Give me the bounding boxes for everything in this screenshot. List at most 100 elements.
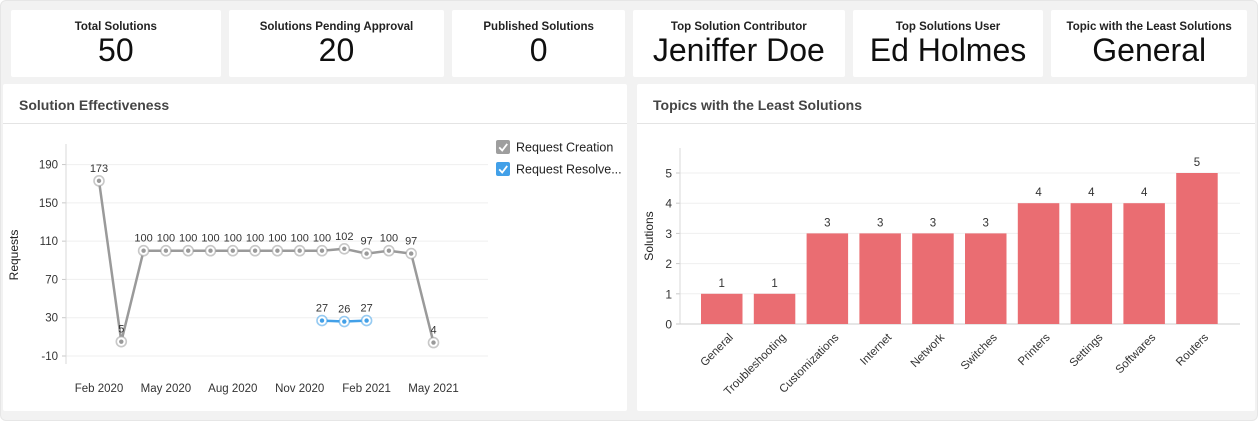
data-point-core	[275, 248, 280, 253]
panel-title: Solution Effectiveness	[19, 97, 170, 113]
kpi-value: Ed Holmes	[869, 32, 1027, 68]
kpi-card-published-solutions: Published Solutions 0	[452, 10, 626, 77]
data-point-core	[431, 340, 436, 345]
bar-switches[interactable]	[965, 233, 1007, 324]
data-label: 100	[201, 233, 219, 245]
y-tick-label: 5	[665, 167, 672, 181]
kpi-value: 50	[98, 32, 134, 68]
panel-solution-effectiveness: Solution Effectiveness 190 150 110 70 30 -10 R…	[3, 84, 627, 411]
x-tick-label: Feb 2020	[75, 383, 124, 395]
x-category-label: Printers	[1016, 331, 1053, 368]
kpi-value: 0	[529, 32, 548, 68]
bar-softwares[interactable]	[1123, 203, 1165, 324]
bar-routers[interactable]	[1176, 173, 1218, 324]
bar-value-label: 3	[930, 217, 936, 229]
y-axis-title: Requests	[7, 230, 21, 281]
x-tick-label: May 2021	[408, 383, 459, 395]
kpi-label: Published Solutions	[483, 21, 594, 33]
legend-label: Request Resolve...	[516, 163, 622, 177]
bar-settings[interactable]	[1070, 203, 1113, 324]
x-category-label: General	[698, 332, 735, 369]
kpi-value: 20	[318, 32, 355, 68]
y-tick-label: 30	[45, 313, 58, 325]
data-point-core	[230, 248, 235, 253]
data-point-core	[319, 318, 325, 323]
data-label: 26	[338, 304, 350, 316]
x-category-label: Routers	[1174, 331, 1211, 368]
y-tick-label: 1	[665, 287, 672, 301]
data-label: 102	[335, 231, 353, 243]
y-tick-label: 4	[665, 197, 672, 211]
data-label: 173	[90, 163, 108, 175]
bar-customizations[interactable]	[806, 233, 849, 324]
data-point-core	[386, 248, 392, 253]
legend-checkbox[interactable]	[496, 162, 510, 176]
data-point-core	[364, 318, 369, 323]
x-tick-label: Feb 2021	[342, 383, 391, 395]
x-tick-label: May 2020	[141, 383, 192, 395]
y-axis-title: Solutions	[642, 211, 656, 260]
legend-item-request-resolved[interactable]: Request Resolve...	[496, 162, 622, 177]
data-label: 100	[134, 233, 152, 245]
bar-value-label: 3	[877, 217, 883, 229]
data-label: 100	[268, 233, 286, 245]
kpi-card-topic-least-solutions: Topic with the Least Solutions General	[1051, 10, 1248, 77]
kpi-value: General	[1092, 32, 1207, 68]
y-tick-label: 2	[665, 257, 672, 271]
series-line	[97, 180, 435, 343]
panel-topics-least-solutions: Topics with the Least Solutions 0 1 2 3 4 5 So…	[637, 84, 1255, 411]
data-point-core	[163, 248, 169, 253]
bar-value-label: 4	[1088, 187, 1095, 199]
data-label: 100	[380, 233, 398, 245]
data-point-core	[342, 319, 347, 324]
data-point-core	[186, 248, 191, 253]
y-tick-label: 0	[665, 318, 672, 332]
y-tick-label: 3	[665, 227, 672, 241]
data-label: 97	[360, 236, 372, 248]
y-tick-label: 150	[39, 198, 58, 210]
bar-general[interactable]	[701, 293, 743, 324]
bar-printers[interactable]	[1017, 203, 1060, 324]
data-point-core	[319, 248, 325, 253]
bar-value-label: 3	[983, 217, 989, 229]
x-tick-label: Aug 2020	[208, 383, 257, 395]
bar-value-label: 5	[1194, 157, 1200, 169]
data-point-core	[364, 251, 369, 256]
kpi-label: Top Solutions User	[895, 21, 1001, 33]
x-category-label: Internet	[858, 331, 895, 368]
kpi-label: Top Solution Contributor	[670, 21, 807, 33]
panel-header: Topics with the Least Solutions	[637, 84, 1255, 124]
legend-checkbox[interactable]	[496, 140, 510, 154]
kpi-card-solutions-pending-approval: Solutions Pending Approval 20	[228, 10, 445, 77]
bar-internet[interactable]	[859, 233, 901, 324]
x-category-label: Switches	[959, 331, 1000, 372]
data-label: 100	[291, 233, 309, 245]
bar-value-label: 4	[1141, 187, 1148, 199]
bar-value-label: 4	[1035, 187, 1042, 199]
line-chart-area: 190 150 110 70 30 -10 Requests Feb 2020 May 2020…	[3, 124, 627, 408]
kpi-label: Solutions Pending Approval	[259, 21, 414, 33]
kpi-label: Topic with the Least Solutions	[1066, 21, 1232, 33]
bar-value-label: 3	[824, 217, 830, 229]
bar-value-label: 1	[719, 278, 725, 290]
data-label: 4	[430, 325, 436, 337]
kpi-value: Jeniffer Doe	[652, 32, 825, 68]
data-point-core	[141, 248, 146, 253]
data-label: 97	[405, 236, 417, 248]
bar-value-label: 1	[771, 278, 777, 290]
y-tick-label: 70	[45, 274, 58, 286]
data-label: 100	[246, 233, 264, 245]
panel-header: Solution Effectiveness	[3, 84, 627, 124]
bar-troubleshooting[interactable]	[753, 293, 796, 324]
legend-label: Request Creation	[516, 141, 613, 155]
line-chart: 190 150 110 70 30 -10 Requests Feb 2020 May 2020…	[7, 140, 622, 395]
legend-item-request-creation[interactable]: Request Creation	[496, 140, 613, 155]
data-point-core	[252, 248, 258, 253]
y-tick-label: 190	[39, 160, 58, 172]
data-label: 100	[179, 233, 197, 245]
data-label: 100	[157, 233, 175, 245]
data-label: 27	[316, 303, 328, 315]
bar-network[interactable]	[912, 233, 954, 324]
check-icon	[498, 143, 508, 152]
data-point-core	[208, 248, 213, 253]
